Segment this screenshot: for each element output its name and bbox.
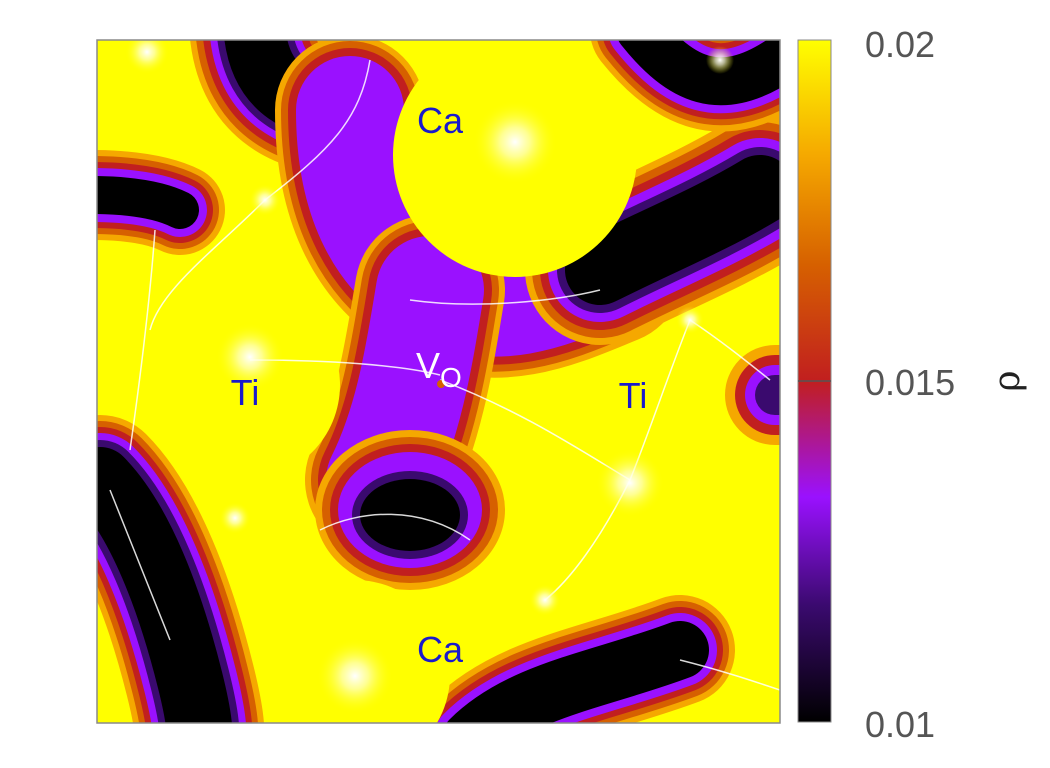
- colorbar-tick-label-mid: 0.015: [865, 362, 955, 403]
- density-maxima-glows: [125, 40, 734, 714]
- atom-label-ca-bottom: Ca: [417, 629, 464, 670]
- vacancy-label: VO: [416, 345, 462, 393]
- low-density-pocket: [315, 430, 505, 590]
- heatmap-panel: [97, 40, 780, 723]
- colorbar-tick-label-top: 0.02: [865, 24, 935, 65]
- atom-label-ca-top: Ca: [417, 100, 464, 141]
- atom-label-ti-left: Ti: [231, 372, 260, 413]
- colorbar-tick-label-bottom: 0.01: [865, 704, 935, 745]
- vacancy-label-sub: O: [440, 362, 462, 393]
- plot-frame: [96, 39, 781, 724]
- vacancy-label-main: V: [416, 345, 440, 386]
- atom-label-ti-right: Ti: [619, 375, 648, 416]
- vacancy-marker: [437, 380, 445, 388]
- colorbar: 0.02 0.015 0.01 ρ: [797, 24, 1028, 745]
- colorbar-label: ρ: [987, 370, 1028, 391]
